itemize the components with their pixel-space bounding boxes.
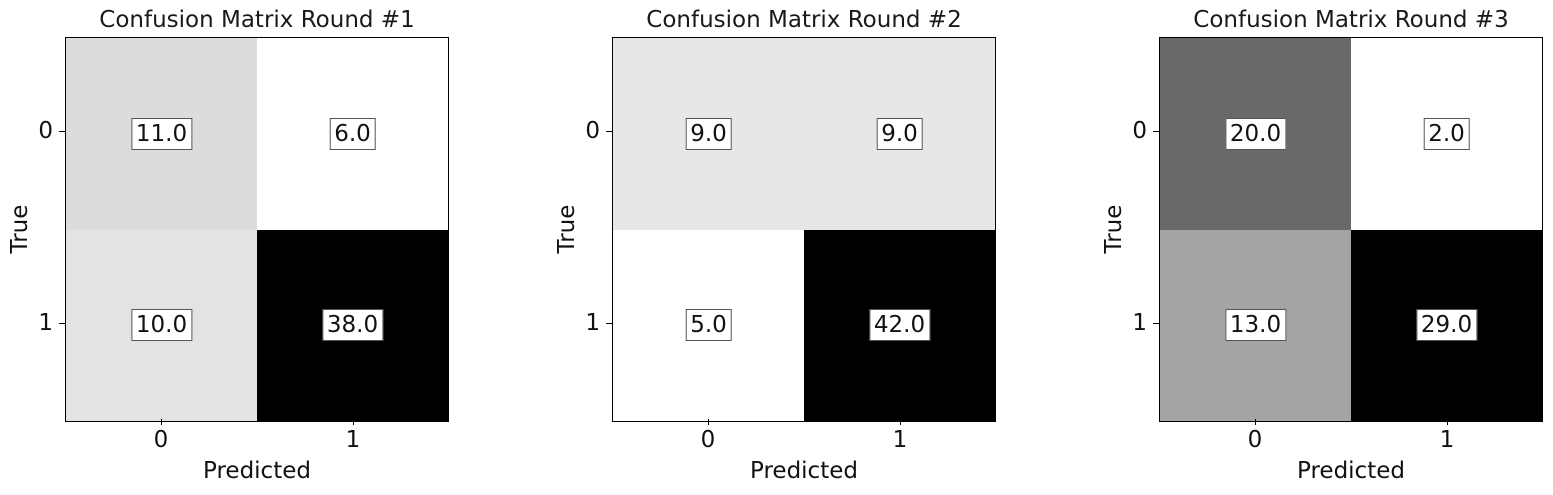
x-axis-label-1: Predicted	[203, 458, 311, 484]
heatmap-3: 20.0 2.0 13.0 29.0	[1159, 37, 1543, 422]
y-tick-1-0: 0	[33, 118, 65, 144]
heatmap-2: 9.0 9.0 5.0 42.0	[612, 37, 996, 422]
x-tick-2-0: 0	[688, 419, 728, 453]
cell-3-1-1: 29.0	[1351, 229, 1542, 421]
cell-2-0-0: 9.0	[613, 38, 804, 230]
y-tick-3-1: 1	[1127, 310, 1159, 336]
chart-title-2: Confusion Matrix Round #2	[646, 7, 962, 33]
cell-label-2-0-0: 9.0	[685, 117, 732, 150]
x-tick-2-1: 1	[880, 419, 920, 453]
heatmap-1: 11.0 6.0 10.0 38.0	[65, 37, 449, 422]
cell-label-2-1-0: 5.0	[685, 309, 732, 342]
cell-2-0-1: 9.0	[804, 38, 995, 230]
y-tick-2-1: 1	[580, 310, 612, 336]
x-axis-label-3: Predicted	[1297, 458, 1405, 484]
x-axis-label-2: Predicted	[750, 458, 858, 484]
cell-label-3-0-0: 20.0	[1224, 117, 1287, 150]
chart-title-3: Confusion Matrix Round #3	[1193, 7, 1509, 33]
cell-label-3-0-1: 2.0	[1423, 117, 1470, 150]
chart-panel-1: Confusion Matrix Round #1 11.0 6.0 10.0 …	[0, 0, 520, 495]
chart-title-1: Confusion Matrix Round #1	[99, 7, 415, 33]
cell-label-1-1-0: 10.0	[130, 309, 193, 342]
cell-2-1-0: 5.0	[613, 229, 804, 421]
cell-label-3-1-1: 29.0	[1415, 309, 1478, 342]
y-tick-2-0: 0	[580, 118, 612, 144]
x-tick-3-0: 0	[1235, 419, 1275, 453]
cell-label-1-0-0: 11.0	[130, 117, 193, 150]
cell-3-0-0: 20.0	[1160, 38, 1351, 230]
cell-1-0-0: 11.0	[66, 38, 257, 230]
x-tick-1-0: 0	[141, 419, 181, 453]
cell-label-1-0-1: 6.0	[329, 117, 376, 150]
cell-3-0-1: 2.0	[1351, 38, 1542, 230]
x-tick-3-1: 1	[1427, 419, 1467, 453]
y-axis-label-2: True	[554, 204, 580, 254]
chart-panel-3: Confusion Matrix Round #3 20.0 2.0 13.0 …	[1094, 0, 1553, 495]
y-axis-label-1: True	[7, 204, 33, 254]
cell-1-1-0: 10.0	[66, 229, 257, 421]
cell-label-1-1-1: 38.0	[321, 309, 384, 342]
chart-panel-2: Confusion Matrix Round #2 9.0 9.0 5.0 42…	[547, 0, 1067, 495]
cell-label-3-1-0: 13.0	[1224, 309, 1287, 342]
cell-2-1-1: 42.0	[804, 229, 995, 421]
cell-label-2-1-1: 42.0	[868, 309, 931, 342]
y-tick-1-1: 1	[33, 310, 65, 336]
cell-3-1-0: 13.0	[1160, 229, 1351, 421]
cell-1-1-1: 38.0	[257, 229, 448, 421]
x-tick-1-1: 1	[333, 419, 373, 453]
cell-1-0-1: 6.0	[257, 38, 448, 230]
cell-label-2-0-1: 9.0	[876, 117, 923, 150]
y-axis-label-3: True	[1101, 204, 1127, 254]
y-tick-3-0: 0	[1127, 118, 1159, 144]
